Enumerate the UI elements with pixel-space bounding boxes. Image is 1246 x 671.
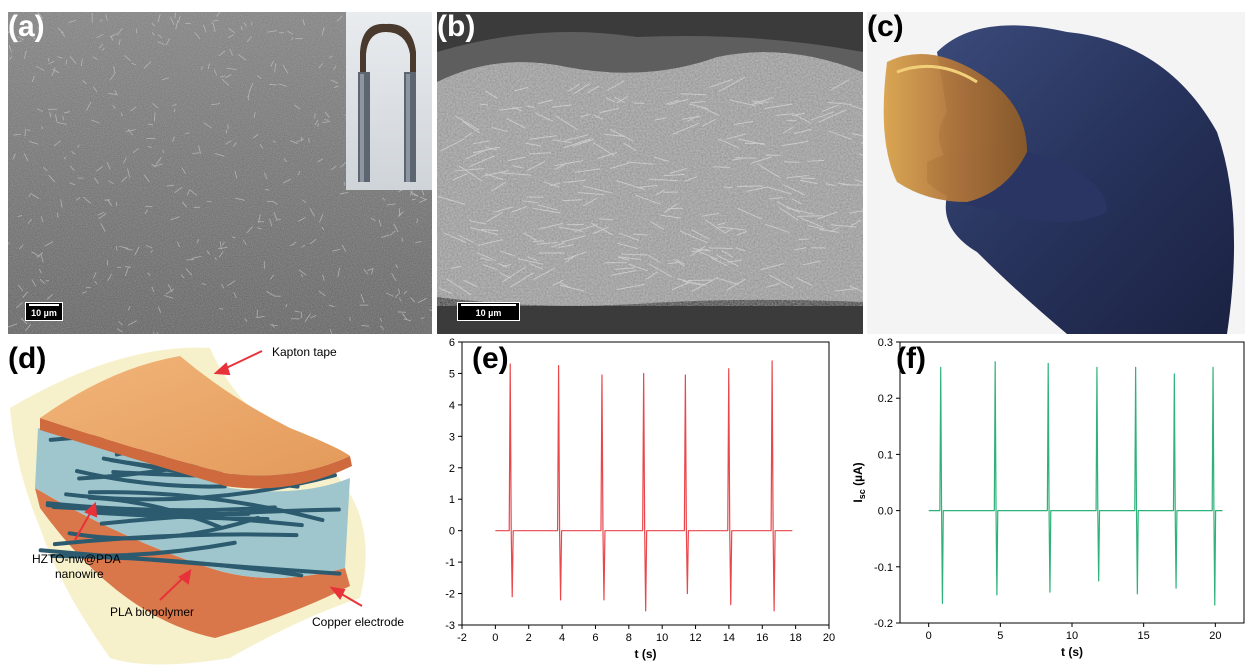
panel-f-label: (f) [896, 342, 926, 375]
isc-plot-frame [899, 341, 1245, 624]
voc-y-tick-label: -1 [445, 557, 455, 569]
scale-bar-line [461, 304, 516, 306]
scale-bar-label: 10 µm [31, 308, 57, 318]
voc-x-tick-label: 2 [526, 632, 532, 644]
pla-biopolymer-label: PLA biopolymer [110, 605, 194, 619]
isc-y-tick-label: 0.0 [878, 506, 893, 518]
voc-y-tick-label: 0 [449, 526, 455, 538]
panel-b-sem-image: (b) 10 µm [437, 12, 863, 334]
hzto-nanowire-label-line1: HZTO-nw@PDA [32, 552, 121, 566]
voc-x-tick-label: 0 [492, 632, 498, 644]
gloved-hand-holding-film [883, 25, 1235, 334]
inset-photo-bent-film [346, 12, 432, 190]
voc-y-tick-label: -2 [445, 589, 455, 601]
isc-x-tick-label: 20 [1209, 630, 1221, 642]
voc-x-tick-label: 6 [592, 632, 598, 644]
isc-signal-line [928, 361, 1223, 606]
isc-x-tick-label: 10 [1066, 630, 1078, 642]
isc-y-tick-label: -0.1 [874, 562, 893, 574]
isc-y-tick-label: 0.3 [878, 338, 893, 349]
nanowire-composite-layer [35, 428, 350, 578]
scale-bar-a: 10 µm [25, 302, 63, 321]
annotation-arrows [74, 350, 363, 607]
isc-x-tick-label: 5 [997, 630, 1003, 642]
voc-x-tick-label: 10 [656, 632, 668, 644]
isc-y-tick-label: 0.1 [878, 449, 893, 461]
voc-y-tick-label: 6 [449, 338, 455, 349]
voc-y-tick-label: 3 [449, 431, 455, 443]
voc-x-tick-label: 20 [823, 632, 835, 644]
panel-c-photo: (c) [867, 12, 1245, 334]
voc-x-tick-label: 8 [626, 632, 632, 644]
voc-x-tick-label: 18 [790, 632, 802, 644]
isc-x-tick-label: 0 [926, 630, 932, 642]
voc-y-tick-label: 1 [449, 494, 455, 506]
panel-f-isc-chart: 0 5 10 15 20 -0.2 -0.1 0.0 0.1 0.2 0.3 t (s) Isc (µA… [842, 338, 1246, 671]
kapton-tape-label: Kapton tape [272, 345, 337, 359]
voc-x-tick-label: 16 [756, 632, 768, 644]
voc-x-tick-label: -2 [457, 632, 467, 644]
scale-bar-label: 10 µm [475, 308, 502, 318]
voc-x-tick-label: 12 [689, 632, 701, 644]
panel-e-label: (e) [472, 342, 509, 375]
isc-y-axis-label: Isc (µA) [851, 462, 867, 502]
voc-y-tick-label: 5 [449, 368, 455, 380]
panel-d-label: (d) [8, 342, 47, 375]
device-layer-diagram: Kapton tape HZTO-nw@PDA nanowire PLA bio… [10, 345, 404, 665]
voc-signal-line [495, 360, 793, 612]
panel-a-sem-image: (a) 10 µm [8, 12, 432, 334]
scale-bar-line [29, 304, 59, 306]
voc-x-axis-label: t (s) [635, 647, 657, 661]
panel-c-label: (c) [867, 12, 904, 43]
top-layer [40, 356, 350, 476]
voc-y-tick-label: 4 [449, 400, 455, 412]
isc-x-axis-label: t (s) [1061, 645, 1083, 659]
panel-d-schematic: Kapton tape HZTO-nw@PDA nanowire PLA bio… [0, 338, 430, 671]
voc-y-tick-label: 2 [449, 463, 455, 475]
scale-bar-b: 10 µm [457, 302, 520, 321]
panel-a-label: (a) [8, 12, 45, 43]
isc-chart-svg: 0 5 10 15 20 -0.2 -0.1 0.0 0.1 0.2 0.3 t (s) Isc (µA… [851, 338, 1245, 659]
voc-x-tick-label: 14 [723, 632, 735, 644]
top-copper-electrode [40, 418, 352, 489]
voc-x-tick-label: 4 [559, 632, 565, 644]
hzto-nanowire-label-line2: nanowire [55, 567, 104, 581]
isc-x-tick-label: 15 [1138, 630, 1150, 642]
isc-y-tick-label: 0.2 [878, 393, 893, 405]
sem-cross-section [437, 12, 863, 334]
panel-b-label: (b) [437, 12, 476, 43]
voc-plot-frame [461, 341, 830, 626]
voc-y-tick-label: -3 [445, 620, 455, 632]
isc-y-tick-label: -0.2 [874, 618, 893, 630]
copper-electrode-label: Copper electrode [312, 615, 404, 629]
